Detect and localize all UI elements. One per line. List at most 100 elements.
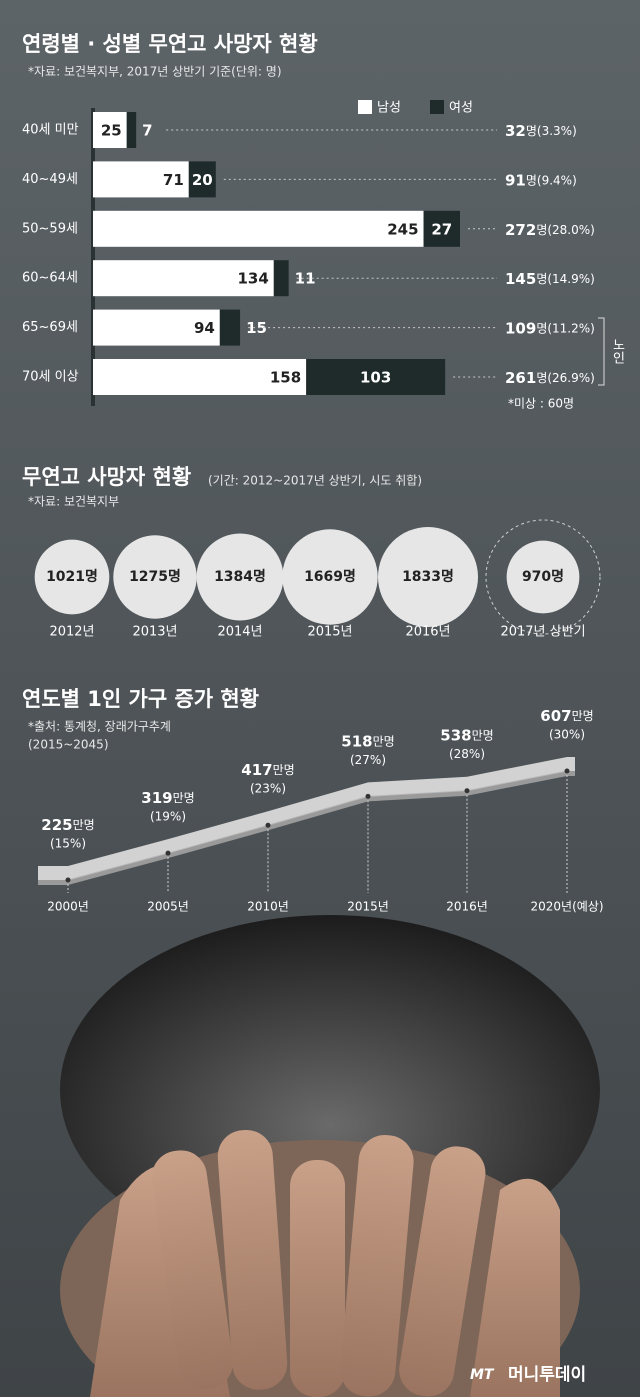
title: 무연고 사망자 현황 <box>22 465 191 489</box>
x-tick-label: 2005년 <box>147 900 189 914</box>
point <box>564 768 570 774</box>
legend-label: 남성 <box>377 101 401 116</box>
value-label: 94 <box>194 319 215 337</box>
point <box>165 850 171 856</box>
share-label: (15%) <box>50 837 86 851</box>
point <box>365 793 371 799</box>
bar <box>93 359 307 395</box>
value-label: 27 <box>431 220 452 238</box>
x-tick-label: 2015년 <box>347 900 389 914</box>
total-suffix: 명(11.2%) <box>536 321 595 335</box>
value-label: 1021명 <box>46 568 98 585</box>
total-label: 32명(3.3%) <box>505 122 577 140</box>
value-number: 538 <box>440 726 471 744</box>
category-label: 40세 미만 <box>22 123 79 138</box>
total-label: 272명(28.0%) <box>505 220 595 238</box>
bar <box>219 309 241 346</box>
bar <box>93 309 220 346</box>
value-number: 518 <box>341 732 372 750</box>
value-unit: 만명 <box>73 818 95 832</box>
chart-1: 연령별 · 성별 무연고 사망자 현황 *자료: 보건복지부, 2017년 상반… <box>22 32 625 411</box>
share-label: (27%) <box>350 753 386 767</box>
source: *자료: 보건복지부 <box>28 495 119 509</box>
value-number: 607 <box>540 707 571 725</box>
legend-label: 여성 <box>449 101 473 116</box>
bubble <box>506 540 580 614</box>
total-suffix: 명(28.0%) <box>536 222 595 236</box>
source: (2015~2045) <box>28 738 109 752</box>
total-label: 91명(9.4%) <box>505 171 577 189</box>
value-unit: 만명 <box>173 791 195 805</box>
x-tick-label: 2012년 <box>49 625 94 640</box>
value-label: 538만명 <box>440 726 493 744</box>
credit: MT 머니투데이 <box>470 1365 586 1385</box>
bar <box>306 359 446 395</box>
bar <box>126 112 137 148</box>
value-label: 7 <box>142 122 152 140</box>
chart-2: 무연고 사망자 현황 (기간: 2012~2017년 상반기, 시도 취합) *… <box>22 465 601 640</box>
value-label: 15 <box>246 319 267 337</box>
title: 연령별 · 성별 무연고 사망자 현황 <box>22 32 318 56</box>
bubble <box>196 533 284 621</box>
total-value: 32 <box>505 122 526 140</box>
value-unit: 만명 <box>572 709 594 723</box>
chart-3: 연도별 1인 가구 증가 현황 *출처: 통계청, 장래가구추계 (2015~2… <box>22 687 604 914</box>
value-label: 970명 <box>522 568 564 585</box>
point <box>265 822 271 828</box>
title: 연도별 1인 가구 증가 현황 <box>22 687 259 711</box>
value-label: 11 <box>295 270 316 288</box>
photo <box>60 915 600 1397</box>
x-tick-label: 2015년 <box>307 625 352 640</box>
share-label: (30%) <box>549 728 585 742</box>
bubble <box>34 539 110 615</box>
bubble <box>113 535 197 619</box>
bar <box>188 161 216 198</box>
legend-swatch <box>430 100 444 114</box>
total-label: 261명(26.9%) <box>505 369 595 387</box>
bubble <box>378 527 478 627</box>
value-unit: 만명 <box>373 734 395 748</box>
category-label: 50~59세 <box>22 221 78 236</box>
value-label: 1275명 <box>129 568 181 585</box>
x-tick-label: 2013년 <box>132 625 177 640</box>
source: *출처: 통계청, 장래가구추계 <box>28 720 171 734</box>
value-label: 417만명 <box>241 761 294 779</box>
line <box>67 770 568 881</box>
value-number: 225 <box>41 816 72 834</box>
value-label: 158 <box>270 369 301 387</box>
value-label: 225만명 <box>41 816 94 834</box>
value-label: 245 <box>387 220 418 238</box>
point <box>464 788 470 794</box>
value-label: 134 <box>237 270 268 288</box>
total-suffix: 명(9.4%) <box>526 173 577 187</box>
value-label: 319만명 <box>141 789 194 807</box>
x-tick-label: 2016년 <box>446 900 488 914</box>
value-label: 607만명 <box>540 707 593 725</box>
credit-mark: MT <box>470 1367 495 1383</box>
point <box>65 877 71 883</box>
x-tick-label: 2000년 <box>47 900 89 914</box>
value-label: 71 <box>163 171 184 189</box>
share-label: (19%) <box>150 810 186 824</box>
value-number: 319 <box>141 789 172 807</box>
bracket <box>598 317 605 386</box>
total-value: 109 <box>505 319 536 337</box>
x-tick-label: 2016년 <box>405 625 450 640</box>
value-label: 1833명 <box>402 568 454 585</box>
value-label: 518만명 <box>341 732 394 750</box>
side-label: 노인 <box>610 338 625 364</box>
bar <box>93 210 424 247</box>
value-label: 103 <box>360 369 391 387</box>
share-label: (23%) <box>250 782 286 796</box>
footnote: *미상 : 60명 <box>508 397 574 411</box>
value-unit: 만명 <box>472 728 494 742</box>
legend-swatch <box>358 100 372 114</box>
x-tick-label: 2014년 <box>217 625 262 640</box>
total-label: 109명(11.2%) <box>505 319 595 337</box>
value-label: 1669명 <box>304 568 356 585</box>
total-value: 91 <box>505 171 526 189</box>
bar <box>423 210 460 247</box>
value-number: 417 <box>241 761 272 779</box>
x-tick-label: 2017년 상반기 <box>500 625 585 640</box>
